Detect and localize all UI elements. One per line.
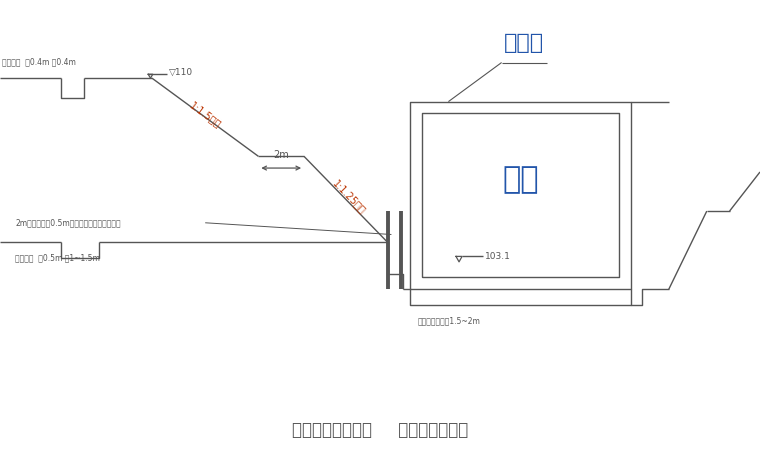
Text: 排水明沟  深0.4m 宽0.4m: 排水明沟 深0.4m 宽0.4m [2,57,76,67]
Text: 2m: 2m [274,150,289,160]
Text: 103.1: 103.1 [485,252,511,261]
Text: 基坑: 基坑 [502,165,539,194]
Text: 引水渠: 引水渠 [505,33,544,53]
Text: 2m长木桩间距0.5m插入坡坡上用竹篾篮围挡: 2m长木桩间距0.5m插入坡坡上用竹篾篮围挡 [15,218,121,227]
Text: 需要时增加松木桩     边坡加固示意图: 需要时增加松木桩 边坡加固示意图 [292,421,468,439]
Text: 1:1.5坡坡: 1:1.5坡坡 [188,100,223,130]
Text: ▽110: ▽110 [169,68,193,76]
Text: 排水明沟  深0.5m 宽1~1.5m: 排水明沟 深0.5m 宽1~1.5m [15,253,100,263]
Text: 桩手脚接设宽度1.5~2m: 桩手脚接设宽度1.5~2m [418,316,481,325]
Text: 1:1.25坡坡: 1:1.25坡坡 [331,178,368,216]
